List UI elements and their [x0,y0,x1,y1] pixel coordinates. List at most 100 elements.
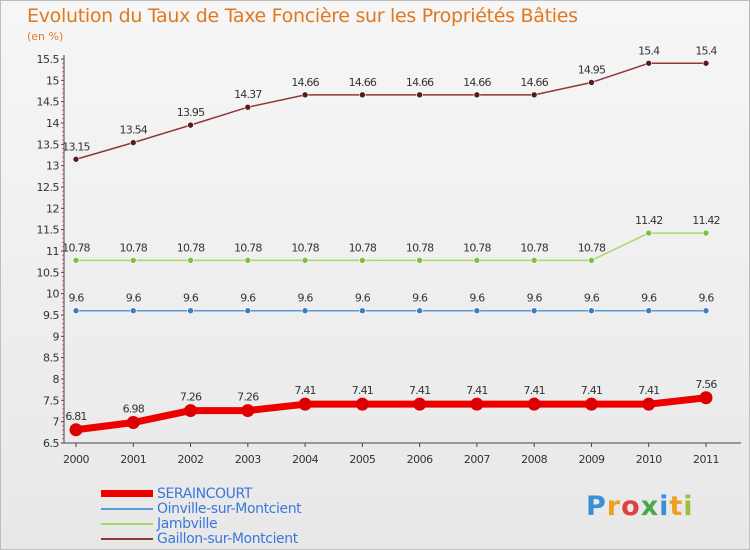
data-label: 14.66 [349,76,377,89]
data-label: 7.41 [581,384,602,397]
series-line [75,232,707,262]
data-point [244,307,252,315]
legend-item: SERAINCOURT [101,486,301,502]
data-label: 9.6 [183,292,199,305]
data-point [473,307,481,315]
data-point [184,404,198,418]
data-point [702,307,710,315]
data-point [359,91,366,99]
y-tick-label: 13 [46,160,59,173]
data-point [355,397,369,411]
logo-letter: P [586,491,607,522]
data-label: 7.41 [638,384,659,397]
data-label: 11.42 [635,214,663,227]
y-tick-label: 10.5 [37,266,60,279]
series-line [72,394,710,434]
x-tick-label: 2003 [235,453,261,466]
data-point [645,229,653,237]
y-tick-label: 14 [46,117,59,130]
data-point [129,139,137,146]
data-point [244,257,252,264]
data-label: 13.54 [120,124,148,137]
data-point [530,307,538,315]
series-gaillon-sur-montcient: 13.15 13.54 13.95 14.37 14.66 14.66 14.66 14.66… [62,44,718,163]
data-label: 9.6 [527,292,543,305]
data-label: 13.15 [62,140,90,153]
x-tick-label: 2010 [636,453,662,466]
y-tick-label: 11 [46,245,59,258]
data-point [244,103,252,111]
data-point [416,307,423,315]
series-oinville-sur-montcient: 9.6 9.6 9.6 9.6 9.6 9.6 9.6 9.6 9.6 9.6 9.6 9.6 [68,292,715,315]
data-label: 14.95 [578,63,606,76]
series-jambville: 10.78 10.78 10.78 10.78 10.78 10.78 10.78 10.78… [62,214,721,264]
data-label: 15.4 [638,44,660,57]
data-point [69,423,83,437]
data-label: 9.6 [68,292,84,305]
data-label: 10.78 [406,241,434,254]
legend-label: Jambville [157,515,218,532]
legend-label: Oinville-sur-Montcient [157,500,302,517]
data-label: 14.37 [234,88,262,101]
data-point [359,257,366,264]
data-point [413,397,427,411]
series-layer: 13.15 13.54 13.95 14.37 14.66 14.66 14.66 14.66… [62,44,721,437]
data-point [359,307,366,315]
logo-letter: i [683,491,694,522]
legend-swatch [101,537,153,540]
data-label: 7.26 [237,391,259,404]
data-point [588,257,595,264]
data-label: 9.6 [240,292,256,305]
data-point [645,59,653,67]
data-label: 14.66 [291,76,319,89]
x-tick-label: 2007 [464,453,490,466]
data-point [530,257,538,264]
data-point [129,257,137,264]
data-label: 9.6 [355,292,371,305]
data-label: 7.41 [466,384,487,397]
legend-item: Oinville-sur-Montcient [101,500,302,517]
y-tick-label: 14.5 [37,96,60,109]
data-point [530,91,538,99]
proxiti-logo: Proxiti [586,491,694,522]
y-tick-label: 7.5 [43,394,59,407]
data-label: 7.41 [294,384,315,397]
x-tick-label: 2011 [693,453,719,466]
y-tick-label: 6.5 [43,437,59,450]
data-point [473,91,481,99]
data-label: 10.78 [234,241,262,254]
y-tick-label: 7 [53,416,60,429]
x-tick-label: 2005 [349,453,375,466]
data-label: 7.41 [524,384,545,397]
data-point [645,307,653,315]
data-point [301,257,309,264]
data-point [301,91,309,99]
data-point [187,307,194,315]
data-point [301,307,309,315]
y-tick-label: 15 [46,74,59,87]
y-tick-label: 13.5 [37,138,60,151]
y-tick-label: 10 [46,288,59,301]
data-label: 14.66 [406,76,434,89]
logo-letter: o [621,491,641,522]
legend-swatch [101,507,153,510]
logo-letter: x [640,491,660,522]
data-label: 9.6 [412,292,428,305]
data-point [129,307,137,315]
y-tick-label: 8 [53,373,60,386]
data-label: 10.78 [349,241,377,254]
data-label: 7.56 [695,378,717,391]
data-label: 14.66 [520,76,548,89]
data-label: 10.78 [62,241,90,254]
data-label: 7.26 [180,391,202,404]
x-tick-label: 2002 [178,453,204,466]
data-point [473,257,481,264]
y-tick-label: 8.5 [43,352,59,365]
chart-title: Evolution du Taux de Taxe Foncière sur l… [27,5,578,27]
data-label: 9.6 [126,292,142,305]
series-line [75,62,707,161]
y-tick-label: 11.5 [37,224,60,237]
data-label: 6.98 [123,403,145,416]
